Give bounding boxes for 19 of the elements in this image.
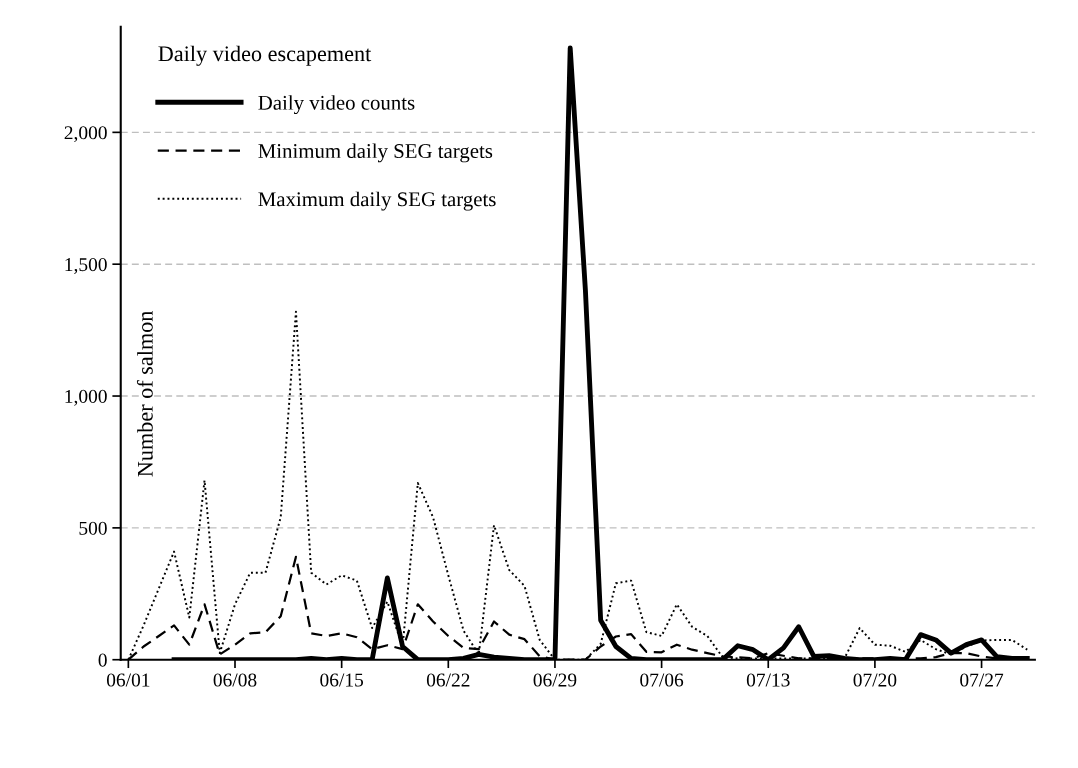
y-tick-label: 2,000: [64, 126, 107, 143]
legend-label: Maximum daily SEG targets: [258, 191, 496, 211]
y-axis-title: Number of salmon: [136, 310, 153, 477]
legend-label: Daily video counts: [258, 95, 415, 115]
x-tick-label: 06/08: [213, 673, 257, 687]
legend-label: Minimum daily SEG targets: [258, 143, 493, 163]
x-tick-label: 06/01: [106, 673, 150, 687]
y-tick-label: 1,000: [65, 389, 107, 406]
x-tick-label: 06/29: [533, 673, 577, 687]
x-tick-label: 07/06: [640, 673, 684, 687]
x-tick-label: 06/22: [426, 673, 470, 687]
y-tick-label: 1,500: [65, 258, 107, 274]
y-tick-label: 500: [79, 521, 107, 535]
y-tick-label: 0: [98, 653, 107, 667]
x-tick-label: 06/15: [320, 673, 364, 687]
x-tick-label: 07/20: [853, 673, 897, 687]
x-tick-label: 07/13: [746, 673, 790, 687]
x-tick-label: 07/27: [960, 673, 1004, 687]
legend-title: Daily video escapement: [158, 45, 372, 66]
